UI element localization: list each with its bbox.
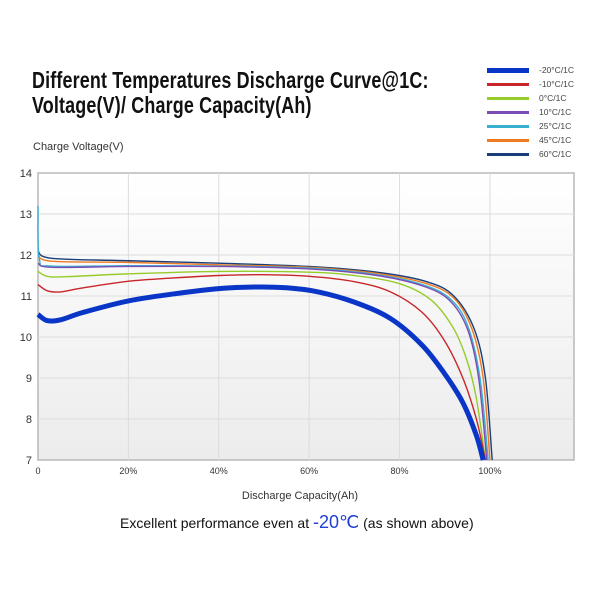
note-suffix: (as shown above): [359, 515, 474, 531]
series-line: [37, 262, 488, 461]
y-tick-label: 8: [26, 414, 32, 426]
legend-label: 0°C/1C: [539, 93, 567, 103]
y-axis-label: Charge Voltage(V): [33, 141, 124, 153]
legend-item: -20°C/1C: [487, 63, 574, 77]
x-tick-label: 40%: [210, 466, 228, 476]
legend-item: 45°C/1C: [487, 133, 574, 147]
legend-swatch: [487, 96, 529, 100]
legend-swatch: [487, 138, 529, 142]
y-tick-label: 11: [21, 291, 32, 303]
y-tick-label: 7: [26, 455, 32, 467]
series-line: [37, 273, 487, 461]
series-line: [37, 250, 493, 461]
legend-item: 25°C/1C: [487, 119, 574, 133]
x-tick-label: 60%: [300, 466, 318, 476]
y-tick-label: 10: [20, 332, 32, 344]
x-tick-label: 20%: [119, 466, 137, 476]
note-prefix: Excellent performance even at: [120, 515, 313, 531]
plot-area: [37, 172, 575, 461]
legend-item: 60°C/1C: [487, 147, 574, 161]
series-line: [37, 270, 487, 461]
y-tick-label: 14: [20, 168, 32, 180]
legend-label: 10°C/1C: [539, 107, 572, 117]
x-tick-label: 100%: [478, 466, 501, 476]
x-axis-label: Discharge Capacity(Ah): [241, 490, 359, 502]
legend-swatch: [487, 67, 529, 73]
legend-item: 10°C/1C: [487, 105, 574, 119]
legend-item: 0°C/1C: [487, 91, 574, 105]
legend-label: -10°C/1C: [539, 79, 575, 89]
legend-label: 45°C/1C: [539, 135, 572, 145]
y-tick-label: 12: [20, 250, 32, 262]
note-highlight: -20℃: [313, 512, 360, 532]
title-line-1: Different Temperatures Discharge Curve@1…: [32, 67, 429, 93]
legend: -20°C/1C -10°C/1C 0°C/1C 10°C/1C 25°C/1C 45°C…: [487, 63, 574, 161]
legend-label: 25°C/1C: [539, 121, 572, 131]
title-line-2: Voltage(V)/ Charge Capacity(Ah): [32, 92, 312, 118]
legend-swatch: [487, 82, 529, 86]
x-tick-label: 0: [35, 466, 40, 476]
legend-label: 60°C/1C: [539, 149, 572, 159]
x-tick-label: 80%: [391, 466, 409, 476]
legend-swatch: [487, 124, 529, 128]
legend-swatch: [487, 110, 529, 114]
performance-note: Excellent performance even at -20℃ (as s…: [120, 512, 474, 533]
y-tick-label: 9: [26, 373, 32, 385]
legend-item: -10°C/1C: [487, 77, 574, 91]
legend-label: -20°C/1C: [539, 65, 575, 75]
legend-swatch: [487, 152, 529, 156]
series-line: [37, 205, 489, 461]
chart-title: Different Temperatures Discharge Curve@1…: [32, 68, 429, 118]
y-tick-label: 13: [20, 209, 32, 221]
series-line: [37, 254, 491, 461]
series-line: [36, 284, 486, 461]
